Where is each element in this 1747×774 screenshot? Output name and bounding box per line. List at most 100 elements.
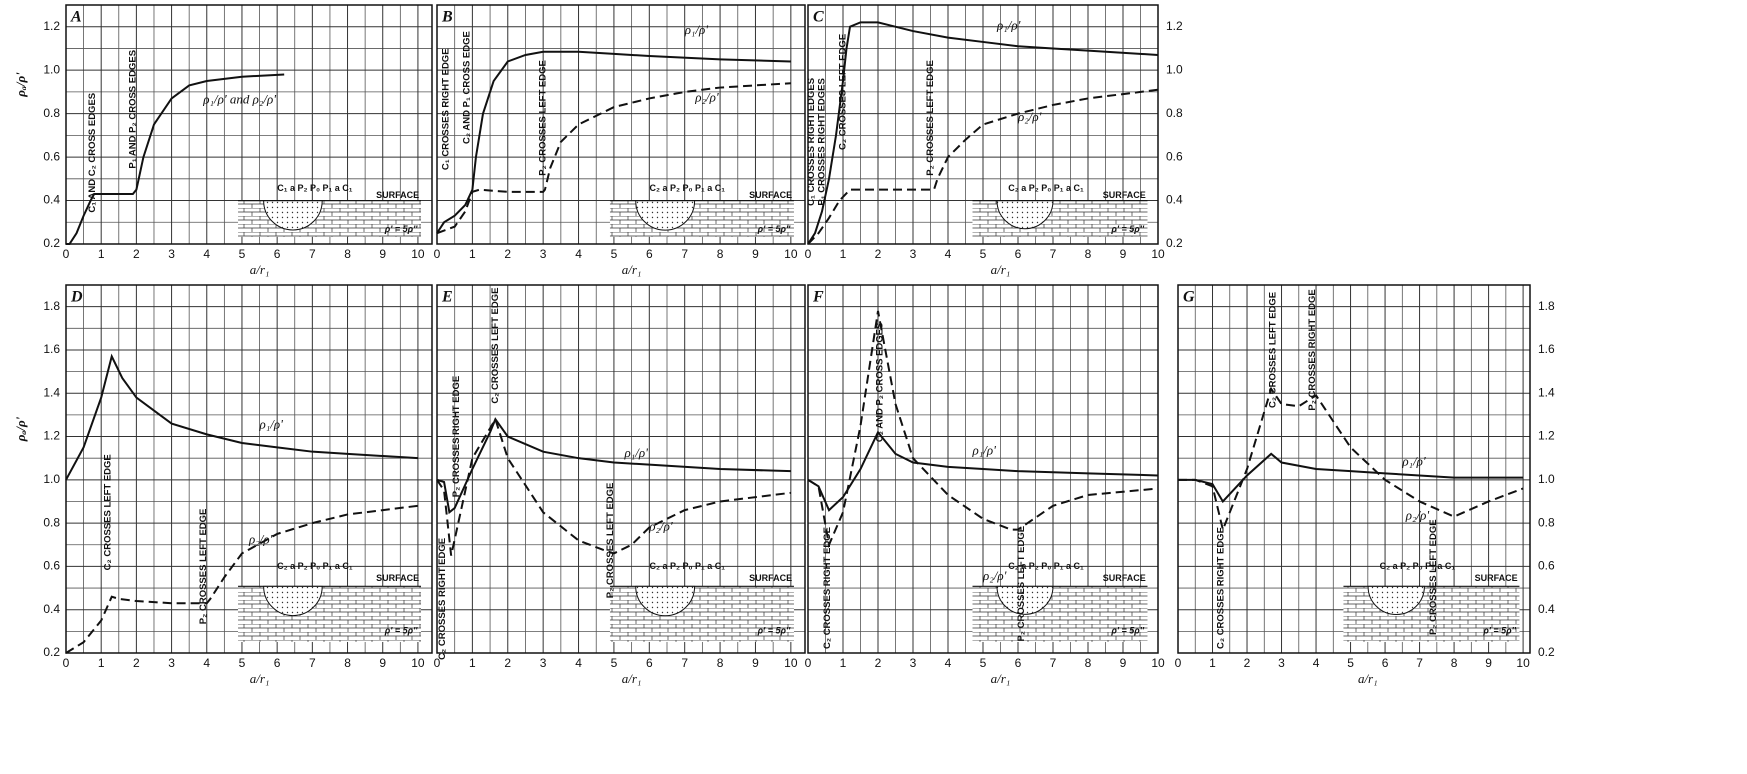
x-tick-label: 0 [434,247,441,261]
y-tick-label: 0.6 [43,559,60,573]
curve [65,504,419,654]
y-tick-label: 1.4 [1538,385,1555,399]
x-tick-label: 9 [379,247,386,261]
inset-electrodes: C₂ a P₂ P₀ P₁ a C₁ [1008,183,1084,193]
x-axis-label: a/r₁ [991,671,1011,686]
annotation: P₁ CROSSES RIGHT EDGES [817,78,828,205]
y-tick-label: 0.6 [1166,149,1183,163]
inset-surface: SURFACE [1103,573,1146,583]
x-axis-label: a/r₁ [622,671,642,686]
x-tick-label: 6 [274,247,281,261]
x-tick-label: 2 [875,247,882,261]
annotation: C₂ CROSSES LEFT EDGE [1267,292,1278,408]
x-tick-label: 0 [1175,656,1182,670]
x-tick-label: 0 [805,656,812,670]
x-tick-label: 4 [203,656,210,670]
x-tick-label: 3 [1278,656,1285,670]
x-tick-label: 9 [379,656,386,670]
panel-title: B [441,9,453,26]
x-tick-label: 7 [1050,247,1057,261]
y-tick-label: 1.6 [1538,342,1555,356]
x-tick-label: 2 [1244,656,1251,670]
x-tick-label: 3 [168,247,175,261]
y-tick-label: 1.0 [1538,472,1555,486]
annotation: P₂ CROSSES LEFT EDGE [605,483,616,599]
inset-hemisphere [635,585,696,617]
x-tick-label: 7 [1416,656,1423,670]
annotation: C₁ AND C₂ CROSS EDGES [87,93,98,213]
curve-label: ρ₁/ρ' [684,22,709,37]
x-tick-label: 2 [504,656,511,670]
inset-electrodes: C₁ a P₂ P₀ P₁ a C₁ [277,183,353,193]
inset-ratio: ρ' = 5ρ'' [384,626,418,636]
inset-ratio: ρ' = 5ρ'' [384,224,418,234]
x-tick-label: 1 [1209,656,1216,670]
x-tick-label: 4 [203,247,210,261]
inset-ratio: ρ' = 5ρ'' [1482,626,1516,636]
panel: 0 1 2 3 4 5 6 7 8 9 10 Ba/r₁ C₂ a P₂ P₀ P₁ a C₁ SURFA… [434,4,806,277]
y-tick-label: 1.0 [43,62,60,76]
panel-title: C [813,9,824,26]
x-tick-label: 10 [411,247,425,261]
annotation: C₂ AND P₁ CROSS EDGE [462,31,473,144]
x-axis-label: a/r₁ [250,262,270,277]
x-tick-label: 1 [469,247,476,261]
curve-label: ρ₂/ρ' [1017,109,1042,124]
x-tick-label: 6 [274,656,281,670]
curve [436,82,791,235]
frame [807,4,1159,245]
x-tick-label: 4 [575,247,582,261]
x-tick-label: 9 [752,656,759,670]
inset-electrodes: C₂ a P₂ P₀ P₁ a C₁ [1008,561,1084,571]
curve-label: ρ₂/ρ' [694,89,719,104]
y-tick-label: 0.8 [1166,106,1183,120]
panel: 0 1 2 3 4 5 6 7 8 9 10 0.2 0.4 0.6 0.8 1.0 1.2 1.4 1.6 1.8 G… [1175,284,1555,686]
x-tick-label: 5 [980,247,987,261]
curve-label: ρ₂/ρ' [982,568,1007,583]
curve [1178,452,1524,504]
inset-surface: SURFACE [376,573,419,583]
x-tick-label: 5 [611,656,618,670]
y-tick-label: 0.4 [43,602,60,616]
y-tick-label: 1.2 [43,19,60,33]
y-tick-label: 1.8 [43,299,60,313]
x-tick-label: 8 [717,247,724,261]
x-tick-label: 1 [98,656,105,670]
frame [65,284,433,654]
panel: 0 1 2 3 4 5 6 7 8 9 10 0.2 0.4 0.6 0.8 1.0 1.2 Aa/r₁ ρₐ/ρ'… [13,4,433,277]
y-tick-label: 1.2 [1166,19,1183,33]
y-tick-label: 0.2 [43,645,60,659]
x-tick-label: 8 [1085,247,1092,261]
y-tick-label: 0.4 [1538,602,1555,616]
y-tick-label: 1.0 [43,472,60,486]
frame [436,284,806,654]
curve [65,353,418,481]
annotation: P₂ CROSSES RIGHT EDGE [1307,289,1318,410]
annotation: C₁ CROSSES RIGHT EDGES [806,78,817,206]
x-tick-label: 10 [784,247,798,261]
annotation: C₂ CROSSES LEFT EDGE [838,34,849,150]
curve-label: ρ₁/ρ' [624,445,649,460]
inset-ratio: ρ' = 5ρ'' [1110,224,1144,234]
x-tick-label: 2 [875,656,882,670]
y-axis-label: ρₐ/ρ' [13,416,28,442]
annotation: C₂ CROSSES RIGHT EDGE [437,538,448,660]
curve [807,310,1159,549]
curve-label: ρ₁/ρ' [996,18,1021,33]
x-axis-label: a/r₁ [622,262,642,277]
x-tick-label: 8 [1085,656,1092,670]
inset-surface: SURFACE [1475,573,1518,583]
x-tick-label: 10 [411,656,425,670]
y-tick-label: 1.0 [1166,62,1183,76]
y-tick-label: 1.8 [1538,299,1555,313]
curve [436,417,791,515]
x-tick-label: 0 [63,656,70,670]
x-tick-label: 7 [681,656,688,670]
x-tick-label: 1 [840,247,847,261]
annotation: P₁ AND P₂ CROSS EDGES [127,50,138,169]
x-tick-label: 7 [309,656,316,670]
panel-title: D [70,289,83,306]
panel-title: A [70,9,82,26]
inset-hemisphere [263,585,323,617]
